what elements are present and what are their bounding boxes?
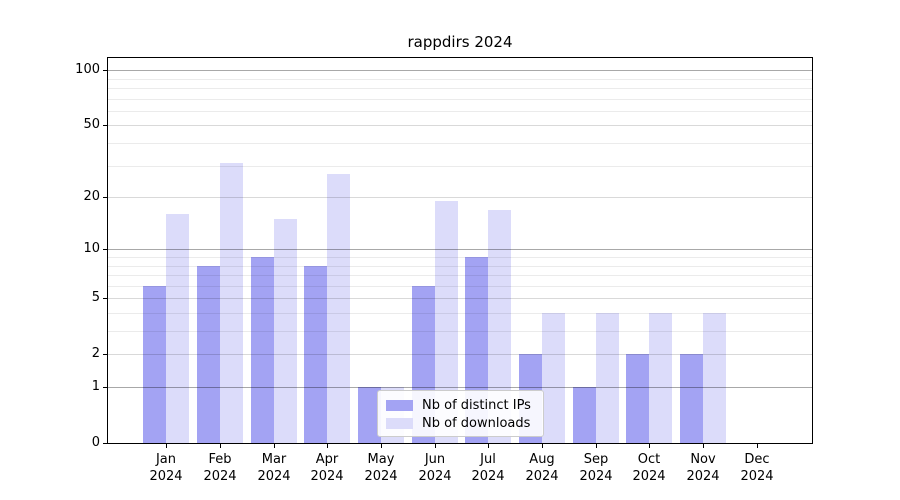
x-tick xyxy=(649,444,650,448)
plot-area xyxy=(107,57,813,444)
bar-nb-of-distinct-ips xyxy=(250,257,274,443)
y-tick-label: 0 xyxy=(91,435,100,450)
y-tick xyxy=(103,249,108,250)
y-tick xyxy=(103,197,108,198)
x-tick-label: Mar 2024 xyxy=(257,452,291,484)
bar-nb-of-distinct-ips xyxy=(626,354,650,443)
y-tick xyxy=(103,298,108,299)
y-tick-label: 100 xyxy=(75,62,100,77)
gridline xyxy=(108,266,812,267)
x-tick-label: Jan 2024 xyxy=(149,452,183,484)
y-tick-label: 50 xyxy=(83,117,100,132)
legend-swatch-distinct-ips xyxy=(386,400,413,411)
gridline xyxy=(108,313,812,314)
bar-nb-of-downloads xyxy=(219,163,243,443)
gridline xyxy=(108,354,812,355)
legend-item-distinct-ips: Nb of distinct IPs xyxy=(386,397,535,414)
x-tick xyxy=(596,444,597,448)
bar-nb-of-downloads xyxy=(166,214,190,443)
gridline xyxy=(108,88,812,89)
y-tick-label: 20 xyxy=(83,189,100,204)
gridline xyxy=(108,249,812,250)
x-tick xyxy=(327,444,328,448)
legend-item-downloads: Nb of downloads xyxy=(386,415,535,432)
gridline xyxy=(108,111,812,112)
x-tick-label: Jul 2024 xyxy=(471,452,505,484)
bar-nb-of-distinct-ips xyxy=(357,387,381,443)
x-tick xyxy=(435,444,436,448)
x-tick-label: Dec 2024 xyxy=(740,452,774,484)
x-tick xyxy=(381,444,382,448)
chart-title: rappdirs 2024 xyxy=(407,33,513,51)
x-tick-label: Aug 2024 xyxy=(525,452,559,484)
x-tick xyxy=(703,444,704,448)
bar-nb-of-downloads xyxy=(273,219,297,443)
bar-nb-of-downloads xyxy=(434,201,458,443)
x-tick-label: May 2024 xyxy=(364,452,398,484)
x-tick xyxy=(488,444,489,448)
bar-nb-of-downloads xyxy=(327,173,351,443)
legend-label: Nb of downloads xyxy=(422,416,531,431)
legend-swatch-downloads xyxy=(386,418,413,429)
gridline xyxy=(108,70,812,71)
gridline xyxy=(108,331,812,332)
gridline xyxy=(108,275,812,276)
bar-nb-of-distinct-ips xyxy=(196,265,220,443)
gridline xyxy=(108,257,812,258)
bar-nb-of-distinct-ips xyxy=(143,285,167,443)
gridline xyxy=(108,125,812,126)
x-tick xyxy=(220,444,221,448)
gridline xyxy=(108,99,812,100)
gridline xyxy=(108,298,812,299)
gridline xyxy=(108,79,812,80)
gridline xyxy=(108,143,812,144)
y-tick-label: 2 xyxy=(91,346,100,361)
x-tick-label: Nov 2024 xyxy=(686,452,720,484)
x-tick-label: Apr 2024 xyxy=(310,452,344,484)
gridline xyxy=(108,286,812,287)
gridline xyxy=(108,166,812,167)
bar-nb-of-distinct-ips xyxy=(572,387,596,443)
y-tick xyxy=(103,443,108,444)
x-tick-label: Oct 2024 xyxy=(632,452,666,484)
legend-label: Nb of distinct IPs xyxy=(422,398,531,413)
bar-nb-of-downloads xyxy=(595,312,619,443)
y-tick xyxy=(103,70,108,71)
bar-nb-of-distinct-ips xyxy=(680,354,703,443)
x-tick xyxy=(166,444,167,448)
x-tick xyxy=(542,444,543,448)
x-tick xyxy=(274,444,275,448)
bar-nb-of-downloads xyxy=(488,209,512,443)
y-tick-label: 10 xyxy=(83,241,100,256)
bar-nb-of-downloads xyxy=(541,312,565,443)
y-tick-label: 5 xyxy=(91,290,100,305)
y-tick-label: 1 xyxy=(91,379,100,394)
y-tick xyxy=(103,387,108,388)
bar-nb-of-downloads xyxy=(703,312,726,443)
x-tick-label: Jun 2024 xyxy=(418,452,452,484)
gridline xyxy=(108,387,812,388)
x-tick-label: Feb 2024 xyxy=(203,452,237,484)
x-tick-label: Sep 2024 xyxy=(579,452,613,484)
legend: Nb of distinct IPs Nb of downloads xyxy=(377,390,544,437)
bar-nb-of-distinct-ips xyxy=(304,265,328,443)
y-tick xyxy=(103,125,108,126)
y-tick xyxy=(103,354,108,355)
gridline xyxy=(108,197,812,198)
x-tick xyxy=(757,444,758,448)
bar-nb-of-downloads xyxy=(649,312,673,443)
